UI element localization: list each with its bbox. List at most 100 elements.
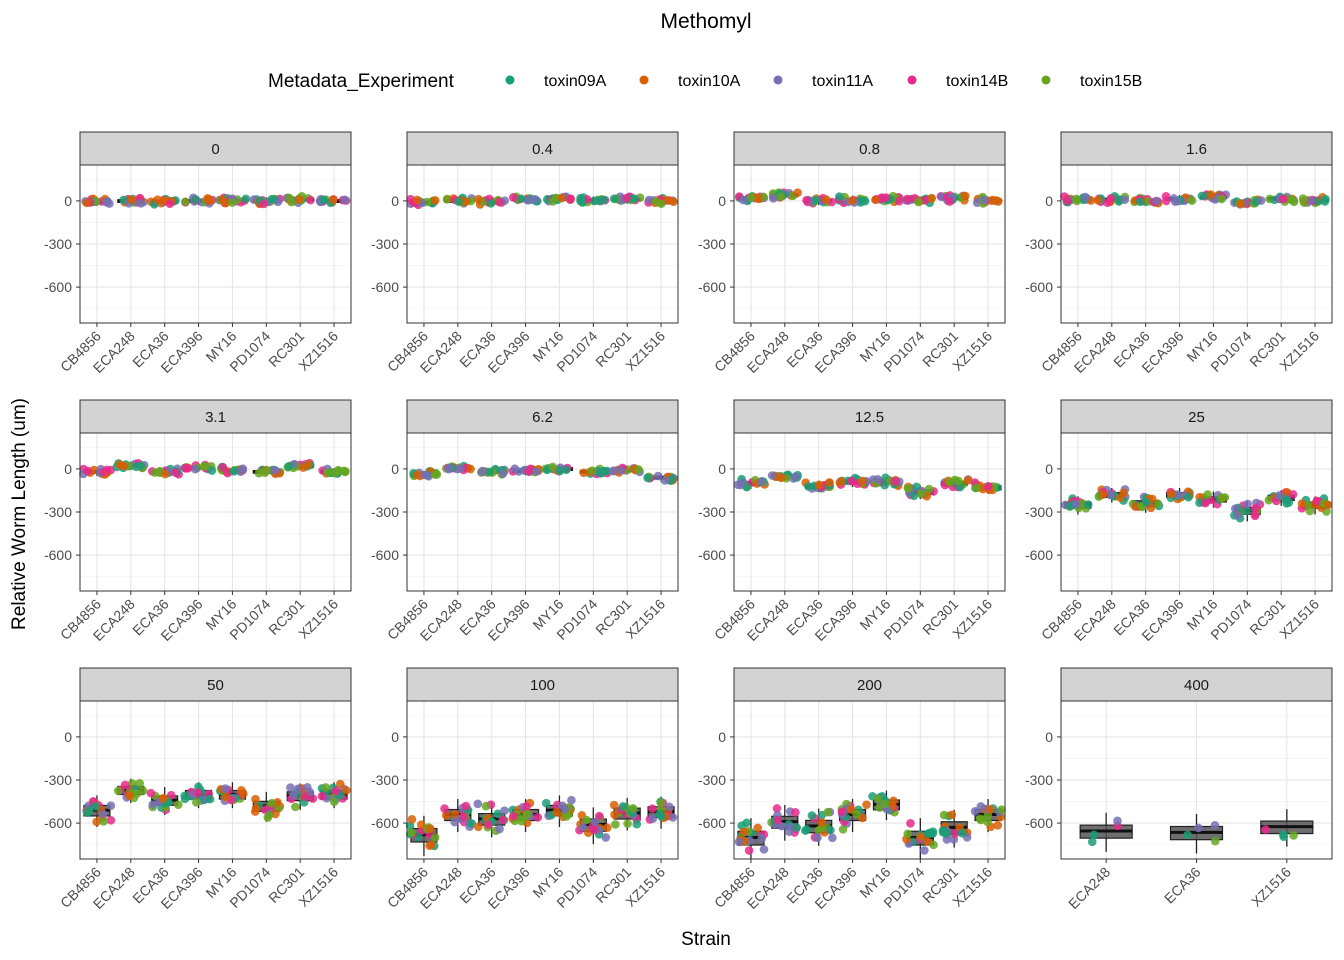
- data-point: [601, 833, 611, 842]
- facet-panel-200: 2000-300-600CB4856ECA248ECA36ECA396MY16P…: [698, 667, 1006, 912]
- data-point: [1261, 825, 1270, 834]
- data-point: [1152, 196, 1161, 206]
- data-point: [860, 196, 870, 206]
- y-tick-label: -600: [44, 547, 72, 563]
- data-point: [541, 798, 551, 808]
- data-point: [947, 810, 957, 820]
- data-point: [1217, 194, 1226, 204]
- legend: toxin09A toxin10A toxin11A toxin14B toxin15B: [505, 73, 1142, 90]
- facet-label: 50: [207, 677, 224, 694]
- data-point: [1161, 196, 1171, 206]
- data-point: [330, 468, 340, 478]
- facet-label: 0: [211, 141, 219, 158]
- data-point: [1288, 490, 1298, 499]
- facet-strip: [79, 131, 352, 166]
- data-point: [1169, 194, 1179, 203]
- data-point: [653, 471, 663, 481]
- data-point: [514, 467, 523, 476]
- data-point: [922, 837, 932, 846]
- y-tick-label: -600: [371, 815, 399, 831]
- data-point: [1098, 490, 1108, 499]
- panel-border: [733, 164, 1006, 324]
- data-point: [609, 800, 619, 810]
- data-point: [99, 467, 109, 477]
- data-point: [871, 195, 880, 205]
- data-point: [957, 828, 967, 838]
- data-point: [524, 467, 533, 476]
- data-point: [426, 824, 435, 833]
- facet-panel-0.8: 0.80-300-600CB4856ECA248ECA36ECA396MY16P…: [698, 131, 1006, 376]
- legend-label-toxin15B: toxin15B: [1080, 73, 1142, 90]
- data-point: [1206, 190, 1216, 199]
- data-point: [120, 780, 130, 790]
- data-point: [286, 783, 295, 792]
- data-point: [560, 804, 570, 814]
- y-tick-label: 0: [64, 461, 72, 477]
- panel-border: [733, 432, 1006, 592]
- y-tick-label: -300: [1025, 236, 1053, 252]
- data-point: [623, 819, 632, 828]
- data-point: [993, 821, 1003, 830]
- y-tick-label: -600: [1025, 279, 1053, 295]
- facet-label: 0.4: [532, 141, 553, 158]
- data-point: [328, 195, 338, 204]
- data-point: [113, 786, 123, 796]
- data-point: [166, 790, 176, 800]
- legend-label-toxin14B: toxin14B: [946, 73, 1008, 90]
- data-point: [1305, 506, 1315, 516]
- data-point: [467, 819, 477, 828]
- data-point: [241, 194, 251, 204]
- data-point: [486, 199, 496, 208]
- data-point: [632, 819, 642, 829]
- data-point: [938, 828, 948, 837]
- data-point: [1230, 504, 1240, 513]
- y-tick-label: -600: [371, 279, 399, 295]
- data-point: [791, 472, 800, 481]
- data-point: [289, 791, 298, 800]
- data-point: [929, 840, 938, 850]
- data-point: [609, 194, 619, 204]
- data-point: [1063, 196, 1072, 206]
- data-point: [552, 808, 561, 817]
- data-point: [757, 834, 767, 843]
- data-point: [259, 199, 269, 209]
- facet-label: 6.2: [532, 409, 553, 426]
- data-point: [1312, 496, 1322, 506]
- y-tick-label: -300: [698, 236, 726, 252]
- data-point: [972, 483, 981, 493]
- facet-panel-1.6: 1.60-300-600CB4856ECA248ECA36ECA396MY16P…: [1025, 131, 1333, 376]
- data-point: [1279, 194, 1288, 204]
- data-point: [744, 846, 754, 855]
- y-axis-label: Relative Worm Length (um): [9, 398, 30, 630]
- data-point: [92, 817, 101, 827]
- facet-label: 3.1: [205, 409, 226, 426]
- data-point: [1106, 490, 1115, 500]
- data-point: [1284, 498, 1294, 507]
- data-point: [331, 786, 341, 796]
- x-axis-label: Strain: [681, 929, 731, 950]
- facet-panel-100: 1000-300-600CB4856ECA248ECA36ECA396MY16P…: [371, 667, 679, 912]
- facet-strip: [1060, 667, 1333, 702]
- data-point: [522, 802, 531, 811]
- data-point: [1194, 823, 1203, 833]
- data-point: [1071, 194, 1081, 204]
- data-point: [916, 832, 925, 841]
- data-point: [610, 810, 619, 820]
- data-point: [430, 196, 440, 205]
- data-point: [1306, 196, 1316, 206]
- data-point: [342, 786, 351, 795]
- chart-title: Methomyl: [660, 10, 751, 33]
- legend-label-toxin09A: toxin09A: [544, 73, 607, 90]
- data-point: [190, 464, 200, 474]
- data-point: [340, 195, 350, 205]
- data-point: [317, 791, 327, 801]
- facet-strip: [406, 131, 679, 166]
- data-point: [792, 823, 801, 832]
- data-point: [589, 196, 599, 206]
- data-point: [802, 195, 811, 205]
- y-tick-label: -300: [371, 504, 399, 520]
- data-point: [284, 462, 293, 471]
- data-point: [1089, 830, 1099, 840]
- facet-strip: [79, 667, 352, 702]
- legend-key-toxin15B: [1041, 75, 1051, 85]
